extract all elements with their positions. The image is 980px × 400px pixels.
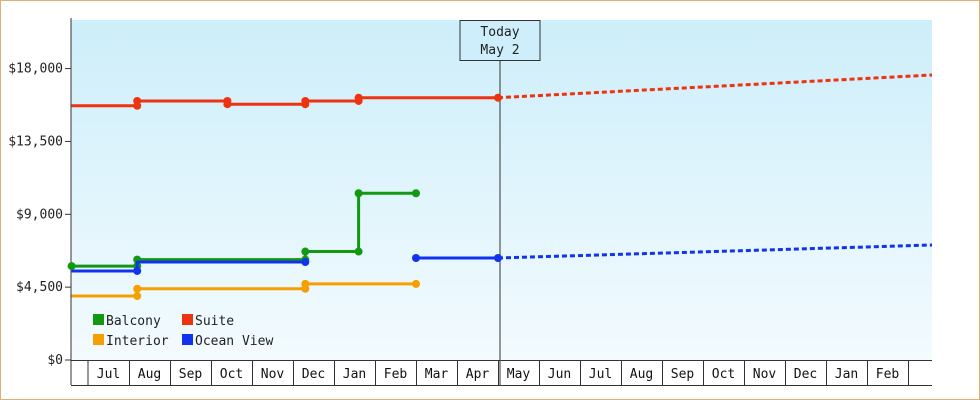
balcony-point [412, 189, 420, 198]
today-label: Today [480, 25, 519, 40]
series-lines [67, 73, 933, 301]
month-label: Jul [589, 367, 612, 382]
month-label: Jul [97, 367, 120, 382]
month-label: Nov [261, 367, 285, 382]
month-label: May [507, 367, 531, 382]
month-label: Jun [548, 367, 571, 382]
today-date: May 2 [480, 43, 519, 58]
ocean-view-point [301, 258, 310, 267]
ocean-view-line [71, 260, 306, 273]
balcony-point [301, 247, 310, 256]
month-label: Sep [671, 367, 695, 382]
month-label: Dec [794, 367, 817, 382]
month-label: Mar [425, 367, 449, 382]
month-label: Dec [302, 367, 325, 382]
suite-point [494, 93, 502, 102]
ocean-view-point [494, 254, 502, 262]
y-tick-label: $9,000 [16, 207, 63, 222]
balcony-point [354, 247, 363, 256]
legend-swatch [93, 334, 104, 345]
suite-point [354, 93, 363, 102]
ocean-view-projection [497, 243, 933, 260]
x-axis: Jul Aug Sep Oct Nov Dec Jan Feb Mar Apr May Jun Jul A… [70, 18, 932, 386]
month-label: Jan [343, 367, 366, 382]
month-label: Feb [876, 367, 900, 382]
y-tick-label: $13,500 [8, 134, 63, 149]
month-label: Oct [712, 367, 735, 382]
today-box [459, 20, 541, 61]
suite-projection [497, 73, 933, 100]
interior-point [133, 284, 142, 293]
month-label: Oct [220, 367, 243, 382]
month-label: Jan [835, 367, 858, 382]
legend-label: Balcony [106, 314, 161, 329]
ocean-view-point [133, 266, 142, 275]
legend-label: Interior [106, 334, 169, 349]
month-label: Nov [753, 367, 777, 382]
suite-point [133, 96, 142, 105]
interior-line [71, 282, 416, 298]
y-tick-label: $18,000 [8, 62, 63, 77]
ocean-view-point [412, 254, 420, 262]
legend-swatch [182, 334, 193, 345]
y-tick-label: $4,500 [16, 280, 63, 295]
legend-label: Suite [195, 314, 234, 329]
month-label: Apr [466, 367, 490, 382]
balcony-point [67, 262, 76, 271]
interior-point [412, 279, 420, 288]
suite-point [223, 100, 232, 109]
legend-swatch [182, 314, 193, 325]
month-label: Aug [630, 367, 653, 382]
y-tick-label: $0 [47, 353, 63, 368]
legend: Balcony Suite Interior Ocean View [93, 314, 273, 349]
legend-swatch [93, 314, 104, 325]
balcony-point [354, 189, 363, 198]
interior-point [301, 279, 310, 288]
month-label: Aug [138, 367, 161, 382]
month-label: Feb [384, 367, 408, 382]
interior-point [133, 292, 142, 301]
plot-background [71, 20, 932, 360]
legend-label: Ocean View [195, 334, 273, 349]
today-marker: Today May 2 [459, 20, 541, 385]
y-axis-ticks: $0 $4,500 $9,000 $13,500 $18,000 [8, 62, 71, 368]
month-label: Sep [179, 367, 203, 382]
suite-point [301, 96, 310, 105]
